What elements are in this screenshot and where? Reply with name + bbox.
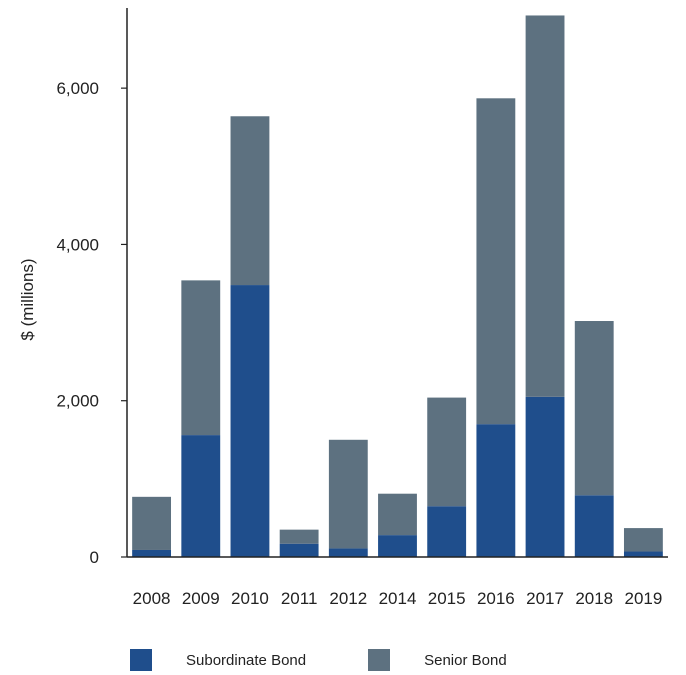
y-tick-label: 2,000 [56,392,99,411]
bar-2016-subordinate-bond [476,424,516,557]
bar-2017-senior-bond [525,15,565,397]
legend-label-senior-bond: Senior Bond [424,651,507,669]
bar-2011-senior-bond [279,529,319,544]
bar-2008-subordinate-bond [132,549,172,557]
legend-swatch-subordinate-bond [130,649,152,671]
x-tick-label: 2015 [428,589,466,608]
legend-item-subordinate-bond: Subordinate Bond [130,649,306,671]
x-tick-label: 2014 [379,589,417,608]
y-tick-label: 0 [90,548,99,567]
bar-2009-subordinate-bond [181,435,221,557]
bar-2012-subordinate-bond [328,548,368,557]
bar-2009-senior-bond [181,280,221,436]
bar-2018-subordinate-bond [574,495,614,557]
legend-label-subordinate-bond: Subordinate Bond [186,651,307,669]
bar-2018-senior-bond [574,321,614,496]
x-tick-label: 2019 [624,589,662,608]
x-tick-label: 2011 [281,589,318,608]
bar-2019-subordinate-bond [623,551,663,557]
bar-2014-subordinate-bond [378,535,417,557]
legend-swatch-senior-bond [368,649,391,671]
legend: Subordinate Bond Senior Bond [130,648,569,672]
bar-2010-senior-bond [230,116,270,286]
bar-2012-senior-bond [328,439,368,549]
x-tick-labels: 2008 2009 2010 2011 2012 2014 2015 2016 2017 2018… [133,589,663,608]
bar-2017-subordinate-bond [525,396,565,557]
bar-2011-subordinate-bond [279,543,319,557]
y-tick-label: 6,000 [56,79,99,98]
stacked-bar-chart: 0 2,000 4,000 6,000 2008 2009 2010 2011 2012 201… [18,8,668,608]
bar-2008-senior-bond [132,496,172,550]
x-tick-label: 2010 [231,589,269,608]
bar-2016-senior-bond [476,98,516,425]
bar-2015-senior-bond [427,397,467,507]
y-tick-label: 4,000 [56,235,99,254]
axis-layer [126,8,668,558]
y-axis-title: $ (millions) [18,258,37,340]
x-tick-label: 2009 [182,589,220,608]
x-tick-label: 2018 [575,589,613,608]
x-tick-label: 2016 [477,589,515,608]
bar-2010-subordinate-bond [230,285,270,557]
x-tick-label: 2017 [526,589,564,608]
bar-2019-senior-bond [623,528,663,552]
x-tick-label: 2008 [133,589,171,608]
bar-2014-senior-bond [378,493,417,536]
x-tick-label: 2012 [329,589,367,608]
legend-item-senior-bond: Senior Bond [368,649,507,671]
bars-layer [132,15,663,557]
bar-2015-subordinate-bond [427,506,467,557]
y-tick-labels: 0 2,000 4,000 6,000 [56,79,127,567]
